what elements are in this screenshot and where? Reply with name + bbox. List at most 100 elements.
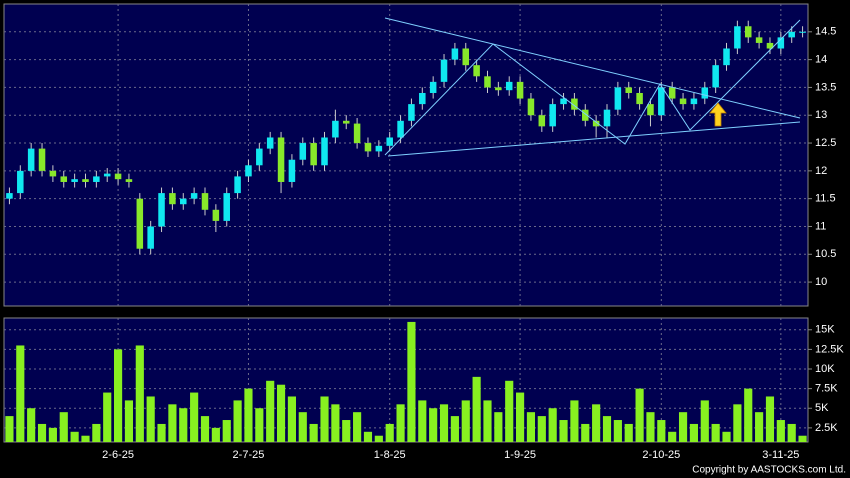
candle-body bbox=[429, 81, 437, 93]
candle-body bbox=[332, 120, 339, 138]
candle-body bbox=[440, 59, 448, 82]
volume-bar bbox=[255, 408, 264, 442]
volume-bar bbox=[266, 380, 275, 442]
volume-bar bbox=[765, 396, 775, 442]
volume-bar bbox=[59, 412, 68, 442]
y-tick-label: 7.5K bbox=[815, 383, 838, 395]
volume-bar bbox=[146, 396, 155, 442]
volume-bar bbox=[124, 400, 134, 442]
candle-body bbox=[419, 92, 426, 105]
volume-bar bbox=[276, 384, 286, 442]
volume-bar bbox=[581, 423, 590, 442]
candle-body bbox=[266, 137, 274, 149]
volume-bar bbox=[439, 404, 449, 442]
volume-bar bbox=[81, 435, 90, 442]
volume-bar bbox=[733, 404, 742, 442]
candle-body bbox=[386, 137, 393, 146]
volume-bar bbox=[331, 404, 340, 442]
volume-bar bbox=[483, 400, 492, 442]
volume-bar bbox=[700, 400, 709, 442]
x-tick-label: 1-8-25 bbox=[374, 449, 406, 461]
volume-bar bbox=[396, 404, 405, 442]
volume-bar bbox=[200, 416, 210, 442]
volume-bar bbox=[418, 400, 427, 442]
y-tick-label: 12 bbox=[815, 165, 827, 177]
volume-bar bbox=[320, 396, 329, 442]
y-tick-label: 13 bbox=[815, 109, 827, 121]
volume-bar bbox=[602, 416, 612, 442]
volume-bar bbox=[16, 345, 25, 442]
candle-body bbox=[647, 104, 654, 116]
volume-bar bbox=[526, 412, 536, 442]
candle-body bbox=[582, 109, 589, 121]
candle-body bbox=[527, 98, 535, 116]
candle-body bbox=[603, 109, 611, 127]
volume-bar bbox=[48, 427, 57, 442]
candle-body bbox=[223, 193, 230, 221]
candle-body bbox=[592, 120, 600, 127]
volume-bar bbox=[103, 392, 112, 442]
volume-bar bbox=[298, 412, 307, 442]
volume-bar bbox=[559, 420, 568, 442]
copyright: Copyright by AASTOCKS.com Ltd. bbox=[692, 465, 846, 476]
candle-body bbox=[516, 81, 524, 99]
volume-bar bbox=[70, 431, 79, 442]
candle-body bbox=[71, 179, 78, 182]
candle-body bbox=[712, 65, 719, 88]
candle-body bbox=[256, 148, 263, 166]
volume-bar bbox=[168, 404, 177, 442]
candle-body bbox=[462, 48, 470, 66]
volume-bar bbox=[407, 321, 416, 442]
candle-body bbox=[364, 143, 372, 152]
volume-bar bbox=[494, 412, 503, 442]
candle-body bbox=[288, 159, 296, 182]
volume-bar bbox=[374, 435, 383, 442]
candle-body bbox=[408, 104, 415, 121]
candle-body bbox=[82, 179, 89, 182]
y-tick-label: 10K bbox=[815, 363, 835, 375]
y-tick-label: 2.5K bbox=[815, 422, 838, 434]
volume-bar bbox=[711, 423, 720, 442]
volume-bar bbox=[353, 412, 362, 442]
candle-body bbox=[690, 98, 698, 105]
candle-body bbox=[201, 193, 209, 210]
volume-bar bbox=[570, 400, 579, 442]
resistance-line bbox=[384, 17, 801, 119]
volume-bar bbox=[592, 404, 601, 442]
y-tick-label: 10.5 bbox=[815, 248, 836, 260]
candle-body bbox=[136, 198, 144, 249]
candle-body bbox=[125, 179, 133, 182]
y-tick-label: 15K bbox=[815, 324, 835, 336]
zigzag-line bbox=[384, 19, 801, 156]
candle-body bbox=[245, 165, 252, 177]
x-tick-label: 2-6-25 bbox=[102, 449, 134, 461]
candle-body bbox=[397, 120, 404, 138]
candle-body bbox=[103, 173, 111, 177]
volume-bar bbox=[363, 431, 373, 442]
grid: 10 10.5 11 11.5 12 12.5 13 13.5 14 14.5 2.5K 5K 7.5K… bbox=[4, 4, 844, 461]
x-tick-label: 3-11-25 bbox=[762, 449, 799, 461]
candle-body bbox=[495, 87, 502, 91]
support-line bbox=[387, 121, 801, 157]
candle-body bbox=[755, 37, 763, 43]
candle-body bbox=[625, 87, 632, 93]
y-tick-label: 5K bbox=[815, 402, 829, 414]
volume-bar bbox=[222, 420, 231, 442]
y-tick-label: 12.5 bbox=[815, 137, 836, 149]
candle-body bbox=[114, 173, 122, 180]
candle-body bbox=[734, 26, 741, 49]
marks bbox=[5, 20, 807, 442]
volume-bar bbox=[689, 423, 698, 442]
volume-bar bbox=[776, 420, 785, 442]
candle-body bbox=[451, 48, 459, 60]
y-tick-label: 14 bbox=[815, 54, 827, 66]
y-tick-label: 10 bbox=[815, 276, 827, 288]
volume-bar bbox=[190, 392, 199, 442]
candle-body bbox=[342, 120, 350, 124]
candle-body bbox=[614, 87, 622, 110]
volume-bar bbox=[744, 388, 753, 442]
candle-body bbox=[234, 176, 241, 194]
volume-bar bbox=[613, 420, 622, 442]
volume-bar bbox=[755, 412, 764, 442]
